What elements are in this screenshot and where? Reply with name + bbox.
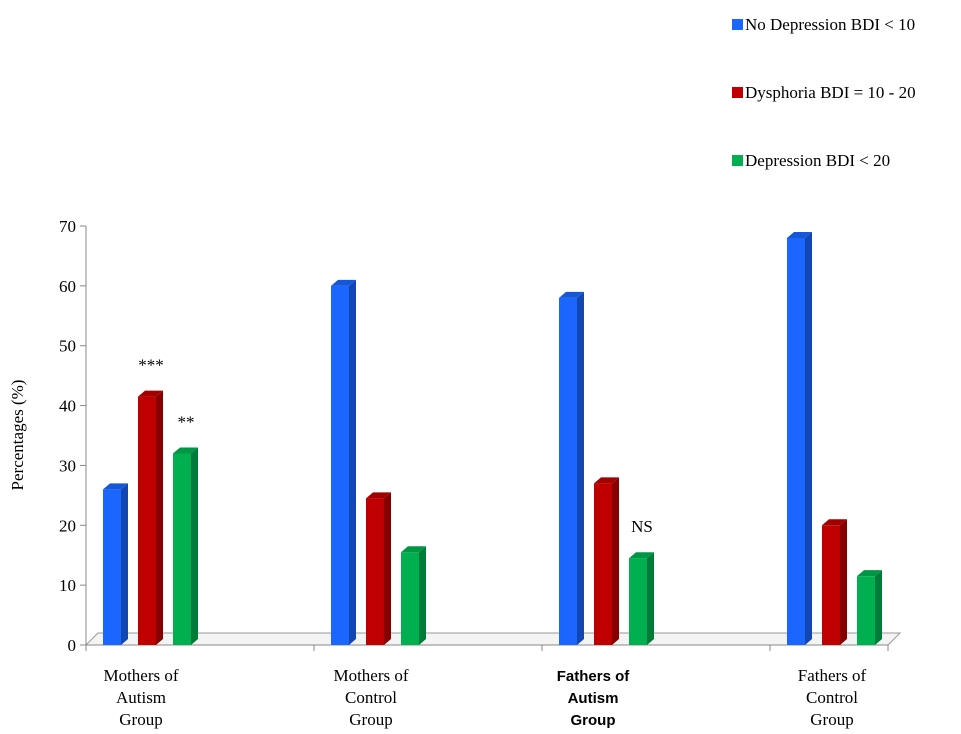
bar-front [103,489,121,645]
bar-front [366,498,384,645]
x-category-label: Mothers of [333,666,408,685]
bar-front [331,285,349,645]
bar-side [191,447,198,645]
legend-swatch [732,87,743,98]
x-category-label: Fathers of [557,668,631,685]
bar-front [138,396,156,645]
bar-side [805,231,812,645]
legend-swatch [732,155,743,166]
y-tick-label: 0 [68,636,77,655]
bar [787,231,812,645]
bar-front [559,297,577,645]
x-category-label: Group [119,710,162,729]
x-category-label: Group [810,710,853,729]
bar-side [840,519,847,645]
bar-top [103,483,128,490]
bar [173,447,198,645]
bar [138,390,163,645]
bar [103,483,128,645]
y-tick-label: 20 [59,516,76,535]
y-tick-label: 50 [59,337,76,356]
bar-top [822,519,847,526]
bar-top [331,279,356,286]
bar-top [366,492,391,499]
y-tick-label: 60 [59,277,76,296]
bar [822,519,847,645]
bar-top [787,231,812,238]
bar-side [419,546,426,645]
x-category-label: Mothers of [103,666,178,685]
significance-annotation: ** [178,412,195,431]
bar [366,492,391,645]
bar [331,279,356,645]
bar [857,570,882,645]
legend-label: Dysphoria BDI = 10 - 20 [745,83,916,102]
significance-annotation: *** [138,356,164,375]
y-tick-label: 30 [59,456,76,475]
y-tick-label: 70 [59,217,76,236]
bar-side [612,477,619,645]
bar-side [875,570,882,645]
legend-item: Depression BDI < 20 [732,151,890,170]
y-tick-label: 40 [59,397,76,416]
bar-front [401,552,419,645]
bar-side [384,492,391,645]
bar-top [173,447,198,454]
bar-top [857,570,882,577]
bar [401,546,426,645]
x-category-label: Group [571,712,616,729]
legend-label: No Depression BDI < 10 [745,15,915,34]
bar-side [577,291,584,645]
bar-front [629,558,647,645]
bar-top [559,291,584,298]
bar-front [173,453,191,645]
x-category-label: Group [349,710,392,729]
legend-label: Depression BDI < 20 [745,151,890,170]
x-category-label: Control [345,688,397,707]
significance-annotation: NS [631,517,653,536]
y-tick-label: 10 [59,576,76,595]
bar-side [121,483,128,645]
bar-side [156,390,163,645]
legend: No Depression BDI < 10 Dysphoria BDI = 10… [732,15,916,170]
chart-floor [84,632,902,646]
bar-top [629,552,654,559]
bar-top [401,546,426,553]
bar-front [857,576,875,645]
x-category-label: Autism [116,688,166,707]
bar [594,477,619,645]
bar-side [349,279,356,645]
bars [103,231,882,645]
legend-item: No Depression BDI < 10 [732,15,915,34]
axes [80,225,902,651]
x-category-label: Autism [568,690,619,707]
bar-front [787,237,805,645]
bar-side [647,552,654,645]
x-category-label: Fathers of [798,666,867,685]
legend-swatch [732,19,743,30]
bar [629,552,654,645]
bar-top [594,477,619,484]
bar [559,291,584,645]
x-category-label: Control [806,688,858,707]
legend-item: Dysphoria BDI = 10 - 20 [732,83,916,102]
bar-top [138,390,163,397]
bar-front [594,483,612,645]
y-axis-title: Percentages (%) [8,380,27,491]
bar-front [822,525,840,645]
